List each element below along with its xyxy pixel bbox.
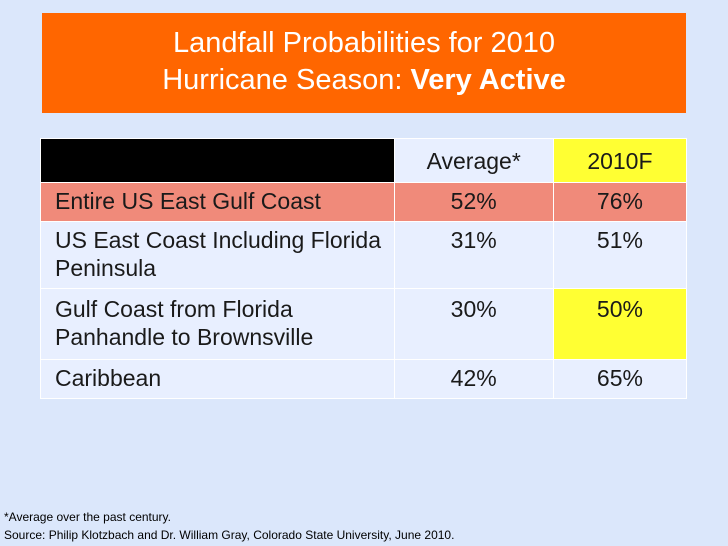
table-row: Caribbean 42% 65% [40, 359, 688, 399]
region-cell: Gulf Coast from Florida Panhandle to Bro… [40, 288, 395, 360]
average-cell: 42% [393, 359, 554, 399]
average-cell: 31% [393, 221, 554, 289]
table-row: US East Coast Including Florida Peninsul… [40, 221, 688, 289]
table-row: Entire US East Gulf Coast 52% 76% [40, 182, 688, 222]
title-line-2-emphasis: Very Active [410, 64, 566, 96]
average-cell: 52% [393, 182, 554, 222]
region-cell: US East Coast Including Florida Peninsul… [40, 221, 395, 289]
forecast-cell: 76% [552, 182, 688, 222]
header-forecast-cell: 2010F [552, 138, 688, 183]
title-line-1: Landfall Probabilities for 2010 [172, 27, 556, 59]
forecast-cell: 65% [552, 359, 688, 399]
landfall-probability-table: Average* 2010F Entire US East Gulf Coast… [40, 138, 688, 399]
table-row: Gulf Coast from Florida Panhandle to Bro… [40, 288, 688, 360]
average-cell: 30% [393, 288, 554, 360]
average-footnote: *Average over the past century. [4, 510, 171, 524]
forecast-cell: 51% [552, 221, 688, 289]
title-line-2: Hurricane Season: Very Active [42, 62, 686, 99]
table-header-row: Average* 2010F [40, 138, 688, 183]
header-region-cell [40, 138, 395, 183]
source-footnote: Source: Philip Klotzbach and Dr. William… [4, 528, 455, 542]
slide-title: Landfall Probabilities for 2010 Hurrican… [42, 13, 686, 113]
title-line-2-prefix: Hurricane Season: [162, 64, 411, 96]
header-average-cell: Average* [393, 138, 554, 183]
region-cell: Caribbean [40, 359, 395, 399]
forecast-cell: 50% [552, 288, 688, 360]
region-cell: Entire US East Gulf Coast [40, 182, 395, 222]
